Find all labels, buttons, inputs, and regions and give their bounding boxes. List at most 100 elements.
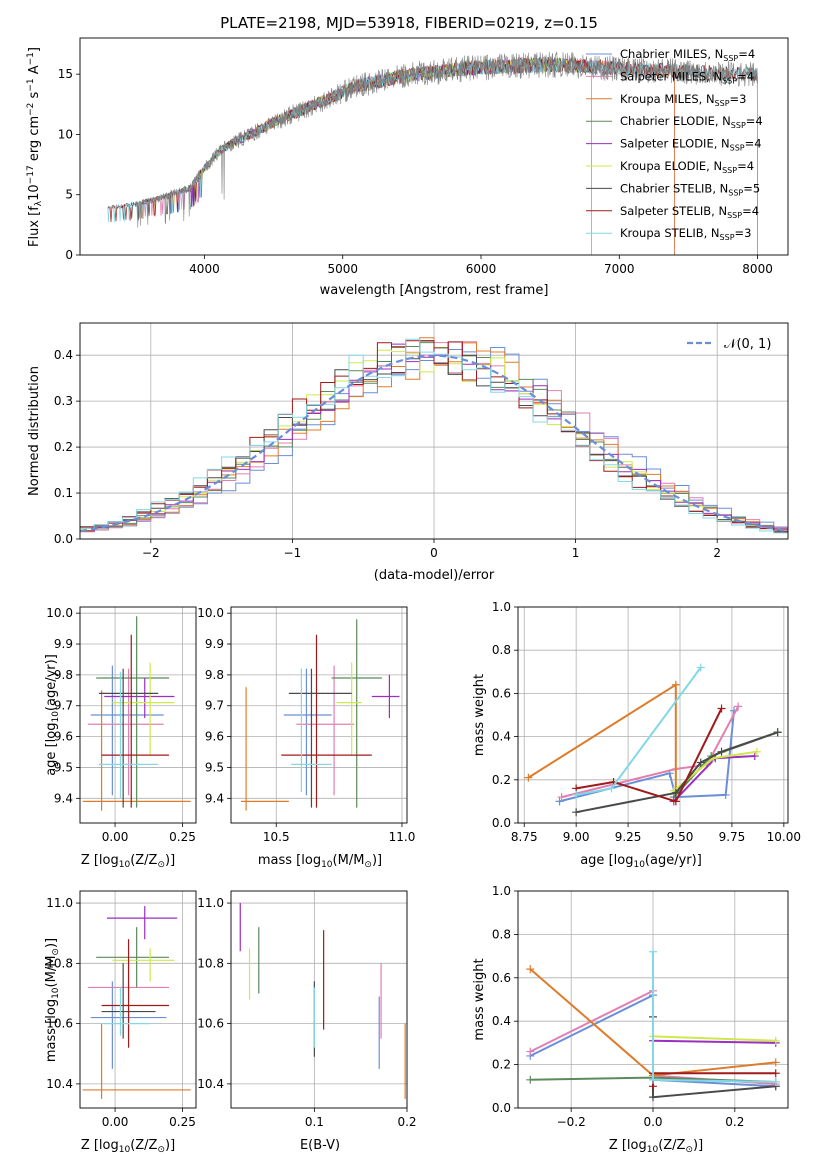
mass_vs_Z-panel: 0.00 0.25 10.4 10.6 10.8 11.0 — [46, 890, 197, 1129]
x-tick-label: 9.25 — [615, 830, 642, 844]
residuals-panel: −2 −1 0 1 2 0.0 0.1 0.2 0.3 0.4 — [54, 322, 789, 560]
x-tick-label: 7000 — [604, 262, 635, 276]
mass-weight-marker — [750, 752, 759, 761]
x-tick-label: −1 — [284, 546, 302, 560]
text-part: SSP — [722, 76, 737, 85]
text-part: ⊙ — [364, 860, 372, 870]
y-tick-label: 0.6 — [492, 686, 511, 700]
legend-entry: Salpeter MILES, NSSP=4 — [620, 69, 754, 85]
y-tick-label: 9.5 — [205, 760, 224, 774]
text-part: =3 — [735, 226, 752, 240]
legend-entry: Chabrier MILES, NSSP=4 — [620, 47, 755, 63]
text-part: erg cm — [27, 116, 42, 165]
mass-weight-marker — [649, 1075, 657, 1084]
y-tick-label: 9.4 — [205, 791, 224, 805]
text-part: Salpeter MILES, N — [620, 69, 722, 83]
text-part: 10 — [51, 987, 61, 999]
text-part: SSP — [728, 188, 743, 197]
y-tick-label: 15 — [58, 67, 73, 81]
text-part: SSP — [723, 54, 738, 63]
weight_vs_Z-panel: −0.2 0.0 0.2 0.0 0.2 0.4 0.6 0.8 1.0 — [492, 884, 789, 1129]
text-part: Flux [f — [27, 206, 42, 247]
text-part: Salpeter STELIB, N — [620, 204, 727, 218]
normal-curve — [80, 354, 788, 532]
text-part: mass [log — [44, 999, 59, 1062]
x-tick-label: 0.2 — [397, 1115, 416, 1129]
legend-entry: Kroupa STELIB, NSSP=3 — [620, 226, 751, 242]
y-tick-label: 1.0 — [492, 884, 511, 898]
text-part: SSP — [715, 99, 730, 108]
text-part: (age/yr)] — [645, 853, 702, 868]
text-part: Z [log — [609, 1138, 647, 1153]
text-part: (Z/Z — [130, 853, 157, 868]
mass-weight-marker — [696, 758, 705, 767]
y-tick-label: 9.4 — [54, 791, 73, 805]
text-part: (Z/Z — [130, 1138, 157, 1153]
text-part: 10 — [321, 860, 333, 870]
age_vs_mass-panel: 10.5 11.0 9.4 9.5 9.6 9.7 9.8 9.9 10.0 — [197, 606, 415, 844]
text-part: 10 — [119, 860, 131, 870]
legend-entry: 𝒩(0, 1) — [724, 337, 771, 352]
text-part: =4 — [738, 47, 755, 61]
y-tick-label: 0.8 — [492, 927, 511, 941]
y-axis-label: Flux [fλ10−17 erg cm−2 s−1 A−1] — [26, 47, 44, 247]
text-part: SSP — [720, 233, 735, 242]
x-tick-label: 6000 — [466, 262, 497, 276]
text-part: ] — [27, 47, 42, 52]
age_vs_Z-panel: 0.00 0.25 9.4 9.5 9.6 9.7 9.8 9.9 10.0 — [46, 606, 197, 844]
x-tick-label: 0.00 — [102, 1115, 129, 1129]
mass-weight-marker — [555, 797, 564, 806]
text-part: −1 — [26, 78, 36, 91]
y-tick-label: 0.0 — [54, 532, 73, 546]
y-tick-label: 0.8 — [492, 643, 511, 657]
spectrum-plot-area — [107, 51, 758, 255]
legend-entry: Salpeter STELIB, NSSP=4 — [620, 204, 759, 220]
y-tick-label: 10.8 — [197, 956, 224, 970]
text-part: =4 — [742, 204, 759, 218]
text-part: )] — [693, 1138, 703, 1153]
y-tick-label: 0.0 — [492, 816, 511, 830]
x-tick-label: 5000 — [327, 262, 358, 276]
data-spectrum-line — [135, 51, 758, 228]
mass-weight-marker — [557, 793, 566, 802]
y-axis-label: Normed distribution — [27, 366, 42, 496]
y-tick-label: 10.6 — [46, 1017, 73, 1031]
y-tick-label: 9.6 — [54, 730, 73, 744]
model-spectrum-line — [190, 56, 592, 255]
text-part: age [log — [44, 723, 59, 776]
mass-weight-marker — [572, 808, 581, 817]
text-part: s — [27, 91, 42, 102]
text-part: age [log — [580, 853, 633, 868]
text-part: =4 — [737, 159, 754, 173]
x-tick-label: 0.1 — [305, 1115, 324, 1129]
mass-weight-marker — [773, 728, 782, 737]
x-tick-label: 4000 — [189, 262, 220, 276]
mass_vs_Z-plot-area — [82, 906, 191, 1099]
text-part: ⊙ — [685, 1145, 693, 1155]
y-tick-label: 5 — [65, 188, 73, 202]
y-tick-label: 0.4 — [492, 730, 511, 744]
weight_vs_Z-plot-area — [526, 947, 780, 1102]
y-tick-label: 0.2 — [492, 773, 511, 787]
residuals-plot-area — [80, 337, 788, 534]
mass-weight-marker — [696, 663, 705, 672]
y-tick-label: 0.1 — [54, 486, 73, 500]
x-tick-label: 9.00 — [563, 830, 590, 844]
text-part: =4 — [746, 114, 763, 128]
text-part: Kroupa STELIB, N — [620, 226, 720, 240]
mass-weight-marker — [671, 797, 680, 806]
text-part: =4 — [737, 69, 754, 83]
axes-frame — [79, 890, 197, 1109]
legend-entry: Kroupa ELODIE, NSSP=4 — [620, 159, 754, 175]
text-part: ⊙ — [157, 1145, 165, 1155]
axes-frame — [79, 606, 197, 824]
age_vs_Z-plot-area — [82, 616, 191, 811]
y-tick-label: 11.0 — [46, 896, 73, 910]
y-axis-label: mass weight — [472, 674, 487, 756]
mass-weight-marker — [771, 1069, 780, 1078]
legend-entry: Salpeter ELODIE, NSSP=4 — [620, 137, 762, 153]
x-tick-label: 9.50 — [667, 830, 694, 844]
y-tick-label: 0 — [65, 248, 73, 262]
text-part: −1 — [26, 52, 36, 65]
